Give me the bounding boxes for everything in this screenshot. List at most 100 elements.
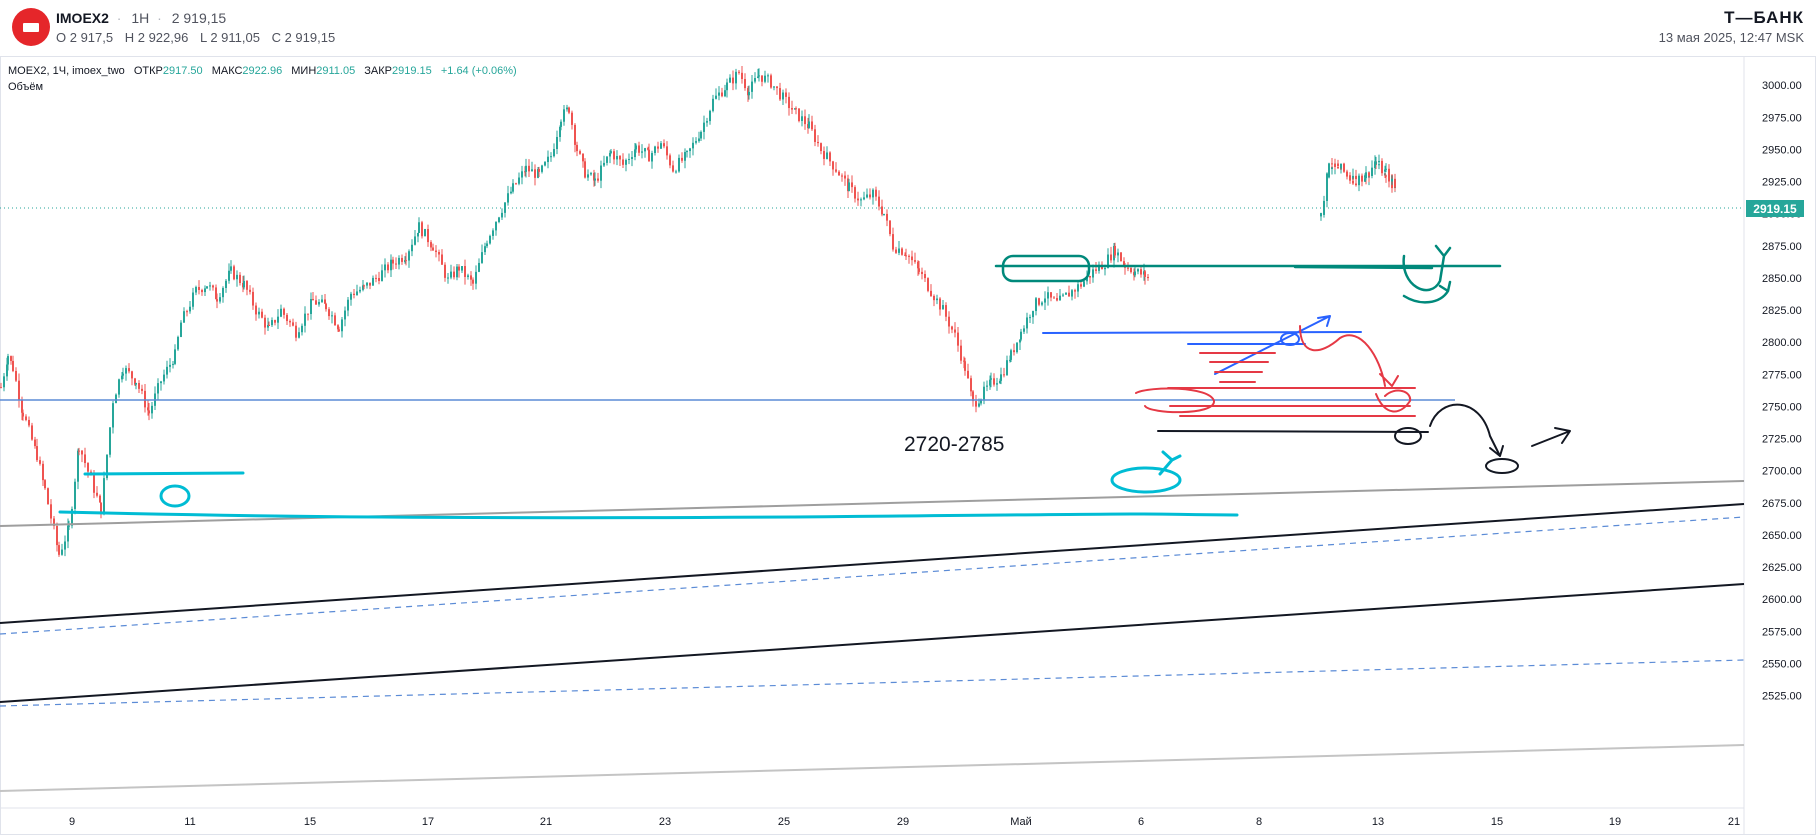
price-tick-label: 2625.00 bbox=[1762, 562, 1802, 574]
candle-body bbox=[1020, 331, 1022, 340]
red-curve-zone[interactable] bbox=[1135, 387, 1216, 414]
candle-body bbox=[148, 410, 150, 414]
candle-body bbox=[1365, 172, 1367, 179]
candle-body bbox=[481, 252, 483, 263]
brand-logo: Т—БАНК bbox=[1724, 8, 1804, 27]
candle-body bbox=[804, 116, 806, 125]
candle-body bbox=[1374, 163, 1376, 168]
black-arrow-up[interactable] bbox=[1531, 427, 1571, 447]
candle-body bbox=[1104, 267, 1106, 270]
chart-area[interactable]: 2720-2785 MOEX2, 1Ч, imoex_two ОТКР2917.… bbox=[0, 56, 1816, 835]
candle-body bbox=[869, 194, 871, 198]
time-tick-label: 11 bbox=[184, 816, 195, 828]
candle-body bbox=[718, 92, 720, 96]
candle-body bbox=[301, 325, 303, 333]
candle-body bbox=[566, 107, 568, 110]
candle-body bbox=[464, 266, 466, 277]
black-target-line[interactable] bbox=[1157, 430, 1429, 433]
candle-body bbox=[644, 148, 646, 152]
candle-body bbox=[252, 291, 254, 306]
candle-body bbox=[321, 299, 323, 302]
candle-body bbox=[295, 325, 297, 338]
channel-dashed-upper[interactable] bbox=[0, 516, 1745, 635]
ticker-symbol[interactable]: IMOEX2 bbox=[56, 10, 109, 26]
blue-circle[interactable] bbox=[1280, 332, 1300, 346]
candle-body bbox=[921, 271, 923, 275]
time-tick-label: 9 bbox=[69, 816, 75, 828]
candle-body bbox=[996, 383, 998, 385]
trendline-gray-1[interactable] bbox=[0, 480, 1745, 527]
price-tick-label: 2725.00 bbox=[1762, 434, 1802, 446]
candle-body bbox=[427, 229, 429, 243]
candle-body bbox=[521, 171, 523, 178]
candle-body bbox=[811, 121, 813, 130]
snapshot-datetime: 13 мая 2025, 12:47 MSK bbox=[1658, 30, 1804, 45]
candle-body bbox=[378, 277, 380, 281]
candle-body bbox=[384, 264, 386, 271]
candle-body bbox=[672, 165, 674, 172]
cyan-arrow-up[interactable] bbox=[1158, 450, 1182, 476]
teal-short-line[interactable] bbox=[1293, 265, 1434, 270]
timeframe[interactable]: 1H bbox=[131, 10, 150, 26]
red-swirl[interactable] bbox=[1375, 389, 1412, 413]
candle-body bbox=[47, 488, 49, 505]
ohlc-close: C 2 919,15 bbox=[271, 30, 336, 45]
blue-level-line[interactable] bbox=[1042, 331, 1362, 334]
channel-dashed-lower[interactable] bbox=[0, 659, 1745, 707]
black-circle-2[interactable] bbox=[1485, 458, 1519, 474]
candle-body bbox=[914, 260, 916, 262]
candle-body bbox=[571, 112, 573, 125]
time-tick-label: 15 bbox=[1491, 816, 1503, 828]
candle-body bbox=[686, 151, 688, 153]
black-circle-1[interactable] bbox=[1394, 427, 1422, 445]
price-tick-label: 2850.00 bbox=[1762, 273, 1802, 285]
candle-body bbox=[544, 162, 546, 166]
price-chart[interactable]: 2720-2785 MOEX2, 1Ч, imoex_two ОТКР2917.… bbox=[0, 56, 1816, 835]
time-axis[interactable]: 9 11 15 17 21 23 25 29 Май 6 8 13 15 19 21 bbox=[69, 816, 1740, 828]
red-level-lines[interactable] bbox=[1199, 352, 1276, 383]
trendline-lower-black[interactable] bbox=[0, 583, 1745, 703]
candle-body bbox=[1381, 160, 1383, 172]
candle-body bbox=[372, 277, 374, 286]
candle-body bbox=[841, 175, 843, 177]
candle-body bbox=[103, 478, 105, 515]
trendline-upper-black[interactable] bbox=[0, 503, 1745, 624]
candle-body bbox=[510, 191, 512, 194]
cyan-line-left[interactable] bbox=[83, 471, 245, 476]
candle-body bbox=[78, 450, 80, 452]
candle-body bbox=[892, 234, 894, 250]
time-tick-label: 19 bbox=[1609, 816, 1621, 828]
teal-arrow-2[interactable] bbox=[1402, 280, 1452, 304]
candle-body bbox=[515, 183, 517, 185]
teal-box[interactable] bbox=[1001, 254, 1091, 283]
candle-body bbox=[1003, 374, 1005, 376]
candle-body bbox=[964, 361, 966, 371]
candle-body bbox=[972, 391, 974, 402]
candle-body bbox=[980, 399, 982, 404]
price-tick-label: 2525.00 bbox=[1762, 691, 1802, 703]
current-price-tag: 2919.15 bbox=[1746, 200, 1804, 217]
candle-body bbox=[1340, 163, 1342, 169]
candle-body bbox=[1095, 269, 1097, 271]
candle-body bbox=[7, 356, 9, 365]
candle-body bbox=[398, 257, 400, 265]
candle-body bbox=[87, 463, 89, 472]
candle-body bbox=[1326, 173, 1328, 201]
candle-body bbox=[751, 81, 753, 92]
candle-body bbox=[328, 309, 330, 317]
black-path-arrow[interactable] bbox=[1429, 403, 1504, 457]
cyan-circle-left[interactable] bbox=[159, 484, 191, 508]
candle-body bbox=[366, 282, 368, 286]
candle-body bbox=[593, 173, 595, 181]
candle-body bbox=[435, 250, 437, 253]
price-axis[interactable]: 3000.002975.002950.002925.002900.002875.… bbox=[1762, 80, 1802, 702]
red-curve-arrow[interactable] bbox=[1299, 325, 1399, 387]
candle-body bbox=[169, 364, 171, 367]
trendline-gray-2[interactable] bbox=[0, 744, 1745, 792]
teal-arrow-1[interactable] bbox=[1402, 244, 1452, 292]
cyan-circle-bottom[interactable] bbox=[1110, 466, 1182, 494]
candle-body bbox=[889, 220, 891, 235]
cyan-support-line[interactable] bbox=[58, 510, 1239, 520]
blue-arrow[interactable] bbox=[1214, 315, 1331, 375]
candle-body bbox=[758, 75, 760, 77]
